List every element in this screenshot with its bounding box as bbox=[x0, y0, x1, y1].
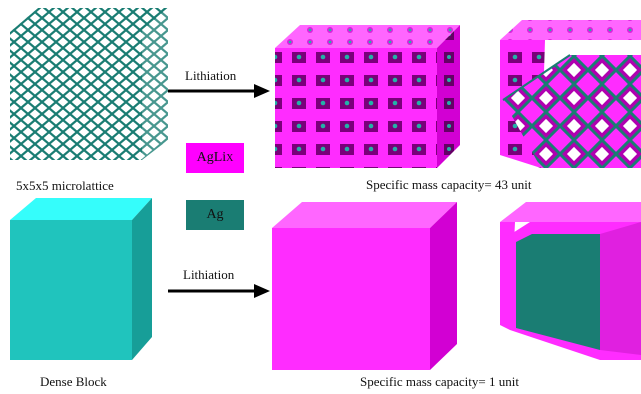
capacity-label-bottom: Specific mass capacity= 1 unit bbox=[360, 374, 519, 389]
lithiation-label-bottom: Lithiation bbox=[183, 267, 235, 282]
dense-block bbox=[10, 198, 152, 360]
legend-ag-base: Ag bbox=[206, 207, 224, 222]
legend-swatch-ag bbox=[186, 200, 244, 230]
lithiated-dense-block-cut bbox=[500, 202, 641, 360]
legend-item-ag: Ag bbox=[186, 200, 244, 230]
capacity-label-top: Specific mass capacity= 43 unit bbox=[366, 177, 532, 192]
lithiated-lattice-cube bbox=[275, 25, 460, 168]
legend-aglix-base: AgLi bbox=[196, 150, 227, 165]
lithiation-arrow-bottom bbox=[168, 284, 270, 298]
lithiated-lattice-cube-cut bbox=[500, 20, 641, 168]
dense-block-label: Dense Block bbox=[40, 374, 107, 389]
microlattice-illustration bbox=[10, 8, 168, 160]
legend-swatch-aglix bbox=[186, 143, 244, 173]
lithiated-dense-block bbox=[272, 202, 457, 370]
lithiation-arrow-top bbox=[168, 84, 270, 98]
microlattice-label: 5x5x5 microlattice bbox=[16, 178, 114, 193]
legend-aglix-sub: X bbox=[226, 152, 234, 164]
lithiation-label-top: Lithiation bbox=[185, 68, 237, 83]
legend-item-aglix: AgLi X bbox=[186, 143, 244, 173]
